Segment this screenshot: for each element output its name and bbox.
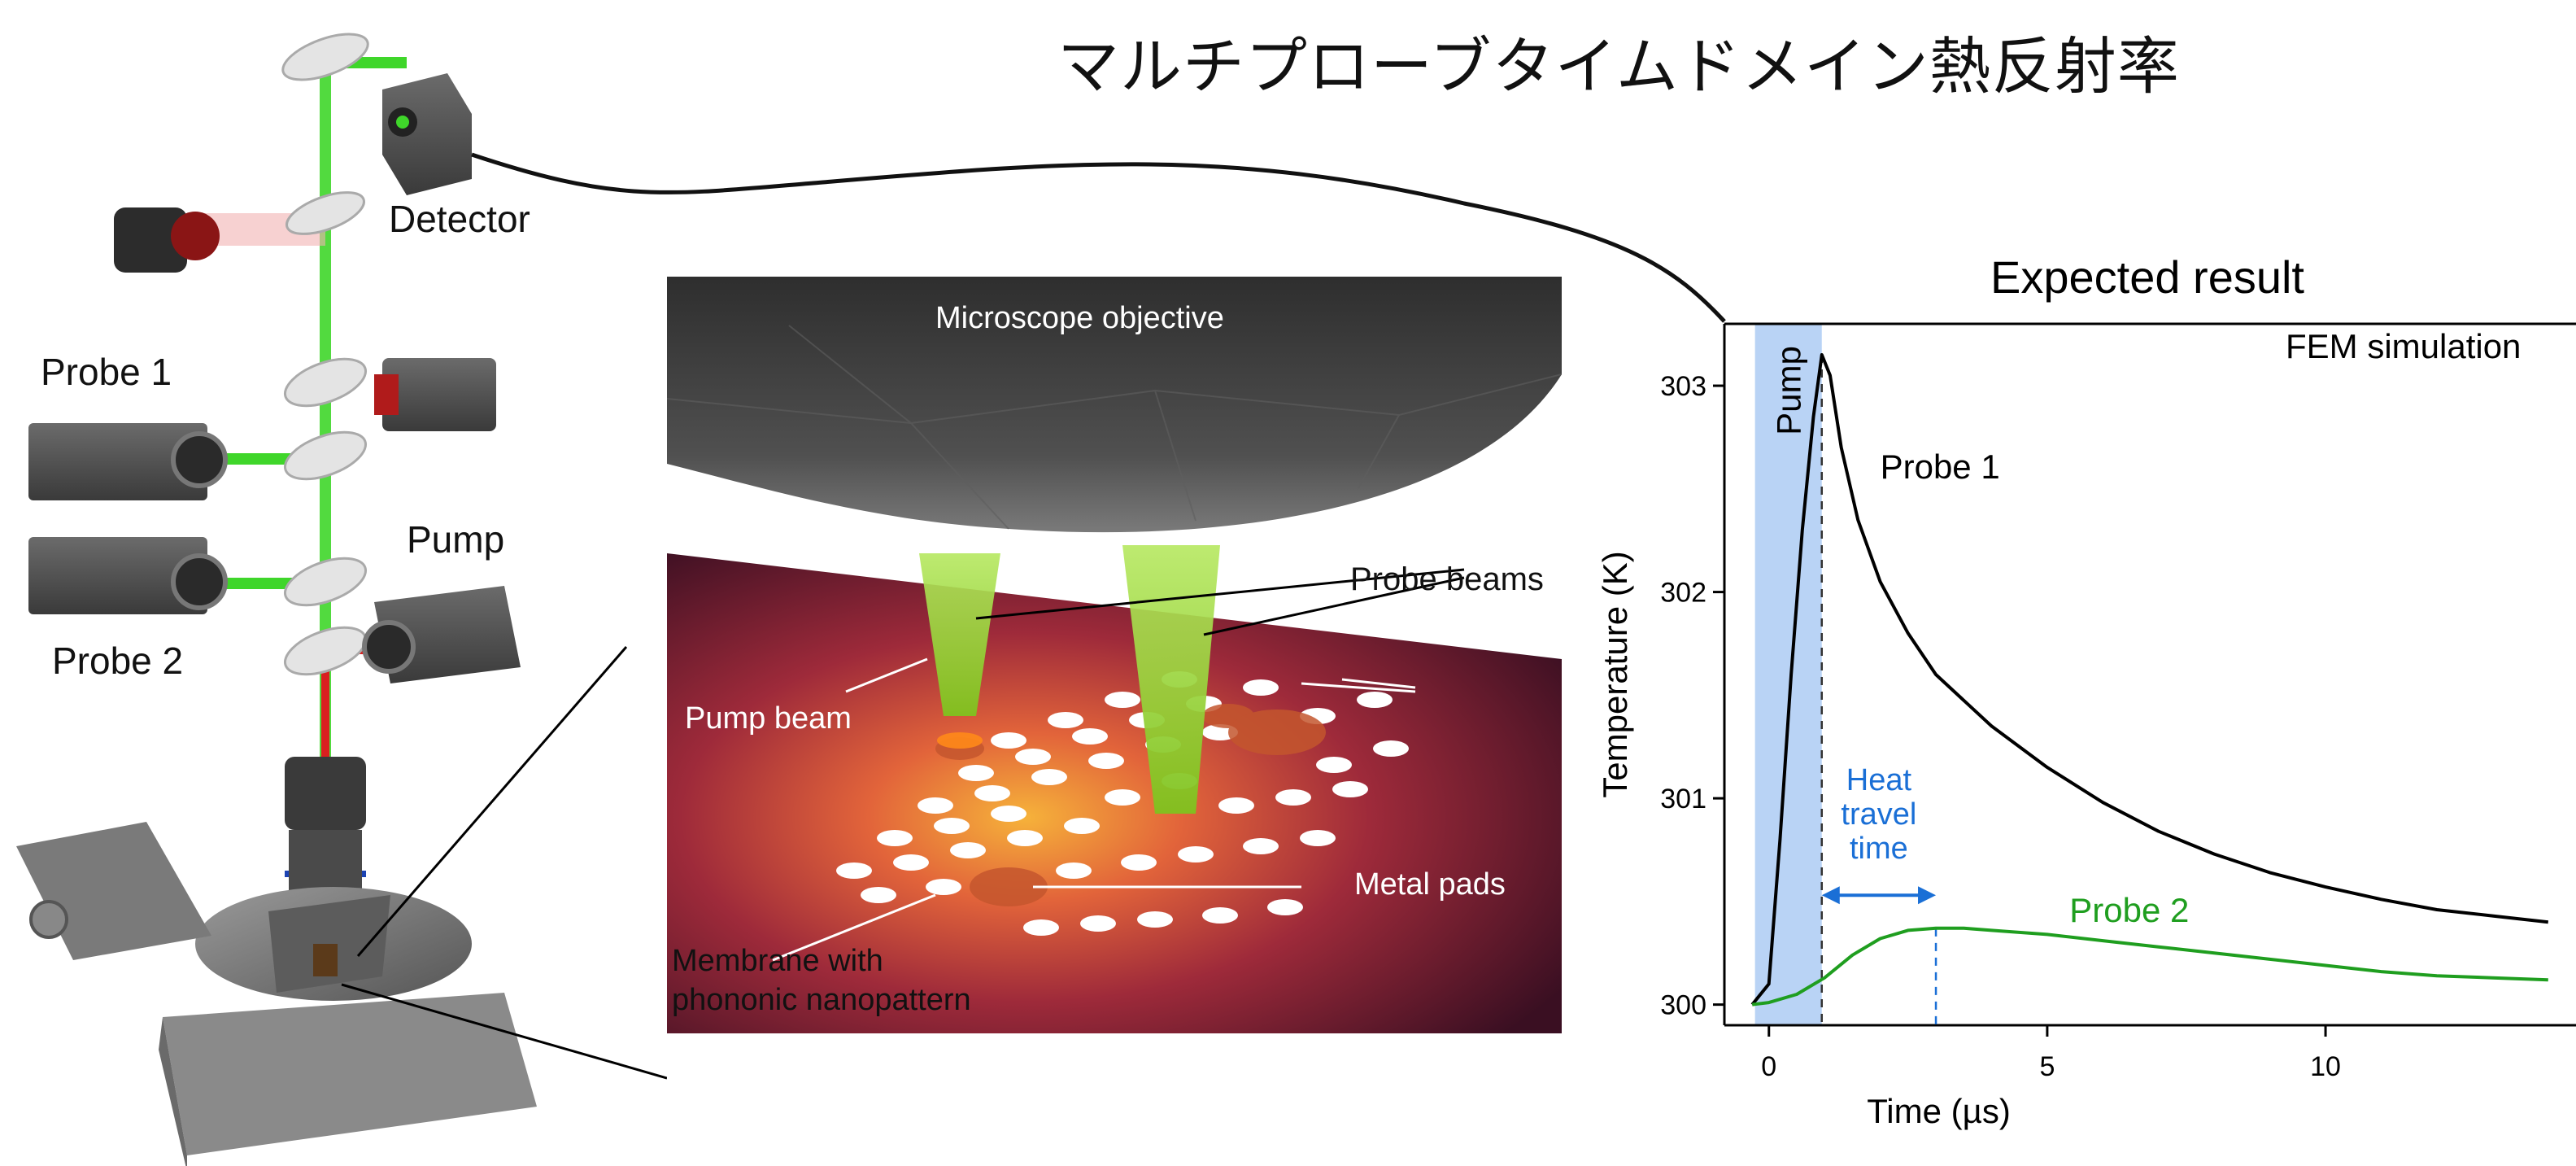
objective-label: Microscope objective [935, 301, 1224, 335]
closeup-illustration [667, 277, 1562, 1033]
expected-result-chart: 0 5 10 300 301 302 303 Time (µs) Temperature (K)… [1596, 251, 2576, 1130]
metal-pads [935, 704, 1326, 906]
pump-beam-label: Pump beam [685, 701, 852, 736]
pump-laser [362, 586, 521, 683]
x-tick-label: 10 [2310, 1051, 2341, 1082]
y-tick-label: 300 [1660, 990, 1706, 1021]
y-tick-label: 303 [1660, 371, 1706, 402]
series-label-probe2: Probe 2 [2069, 891, 2189, 929]
heat-travel-label-line1: Heat [1846, 763, 1912, 797]
phononic-holes [836, 671, 1409, 936]
probe1-label: Probe 1 [41, 351, 172, 393]
detector-box [382, 73, 472, 195]
heat-travel-label-line3: time [1850, 832, 1908, 866]
zoom-line-top [356, 646, 628, 957]
detector-label: Detector [389, 198, 530, 240]
pump-band-label: Pump [1770, 346, 1808, 435]
series-label-probe1: Probe 1 [1881, 448, 2000, 486]
probe2-label: Probe 2 [52, 640, 184, 682]
mirrors [281, 33, 369, 676]
optical-setup-illustration [16, 33, 667, 1166]
probe2-laser [28, 537, 228, 614]
heat-travel-arrowhead-right [1918, 886, 1937, 905]
y-axis-label: Temperature (K) [1596, 551, 1634, 797]
x-tick-label: 0 [1761, 1051, 1776, 1082]
pump-label: Pump [407, 518, 505, 561]
metal-pads-label: Metal pads [1354, 867, 1506, 902]
membrane-label-line2: phononic nanopattern [672, 983, 971, 1017]
microscope-objective [667, 277, 1562, 533]
probe-beams-label: Probe beams [1350, 561, 1544, 597]
membrane-label-line1: Membrane with [672, 944, 883, 978]
x-tick-label: 5 [2039, 1051, 2055, 1082]
probe-beam-left [919, 553, 1000, 716]
camera-right [374, 358, 496, 431]
vertical-red-beam [321, 635, 329, 797]
chart-annotation: FEM simulation [2286, 327, 2521, 365]
objective-lens [285, 757, 366, 903]
leader-lines-black [975, 568, 1465, 636]
series-line-probe1 [1750, 353, 2549, 1006]
y-tick-label: 302 [1660, 578, 1706, 609]
page-title: マルチプローブタイムドメイン熱反射率 [1057, 30, 2180, 103]
zoom-line-bottom [341, 983, 667, 1080]
detector-cable [471, 152, 1726, 323]
heat-travel-arrowhead-left [1821, 886, 1840, 905]
chart-title: Expected result [1990, 251, 2304, 303]
x-axis-label: Time (µs) [1867, 1092, 2011, 1130]
probe-beam-right [1122, 545, 1220, 814]
series-line-probe2 [1751, 926, 2548, 1007]
camera-upper [114, 207, 220, 273]
y-tick-label: 301 [1660, 784, 1706, 814]
probe1-laser [28, 423, 228, 500]
leader-lines-white [772, 657, 1416, 962]
sample-stage [16, 822, 537, 1166]
heat-travel-label-line2: travel [1841, 797, 1916, 832]
